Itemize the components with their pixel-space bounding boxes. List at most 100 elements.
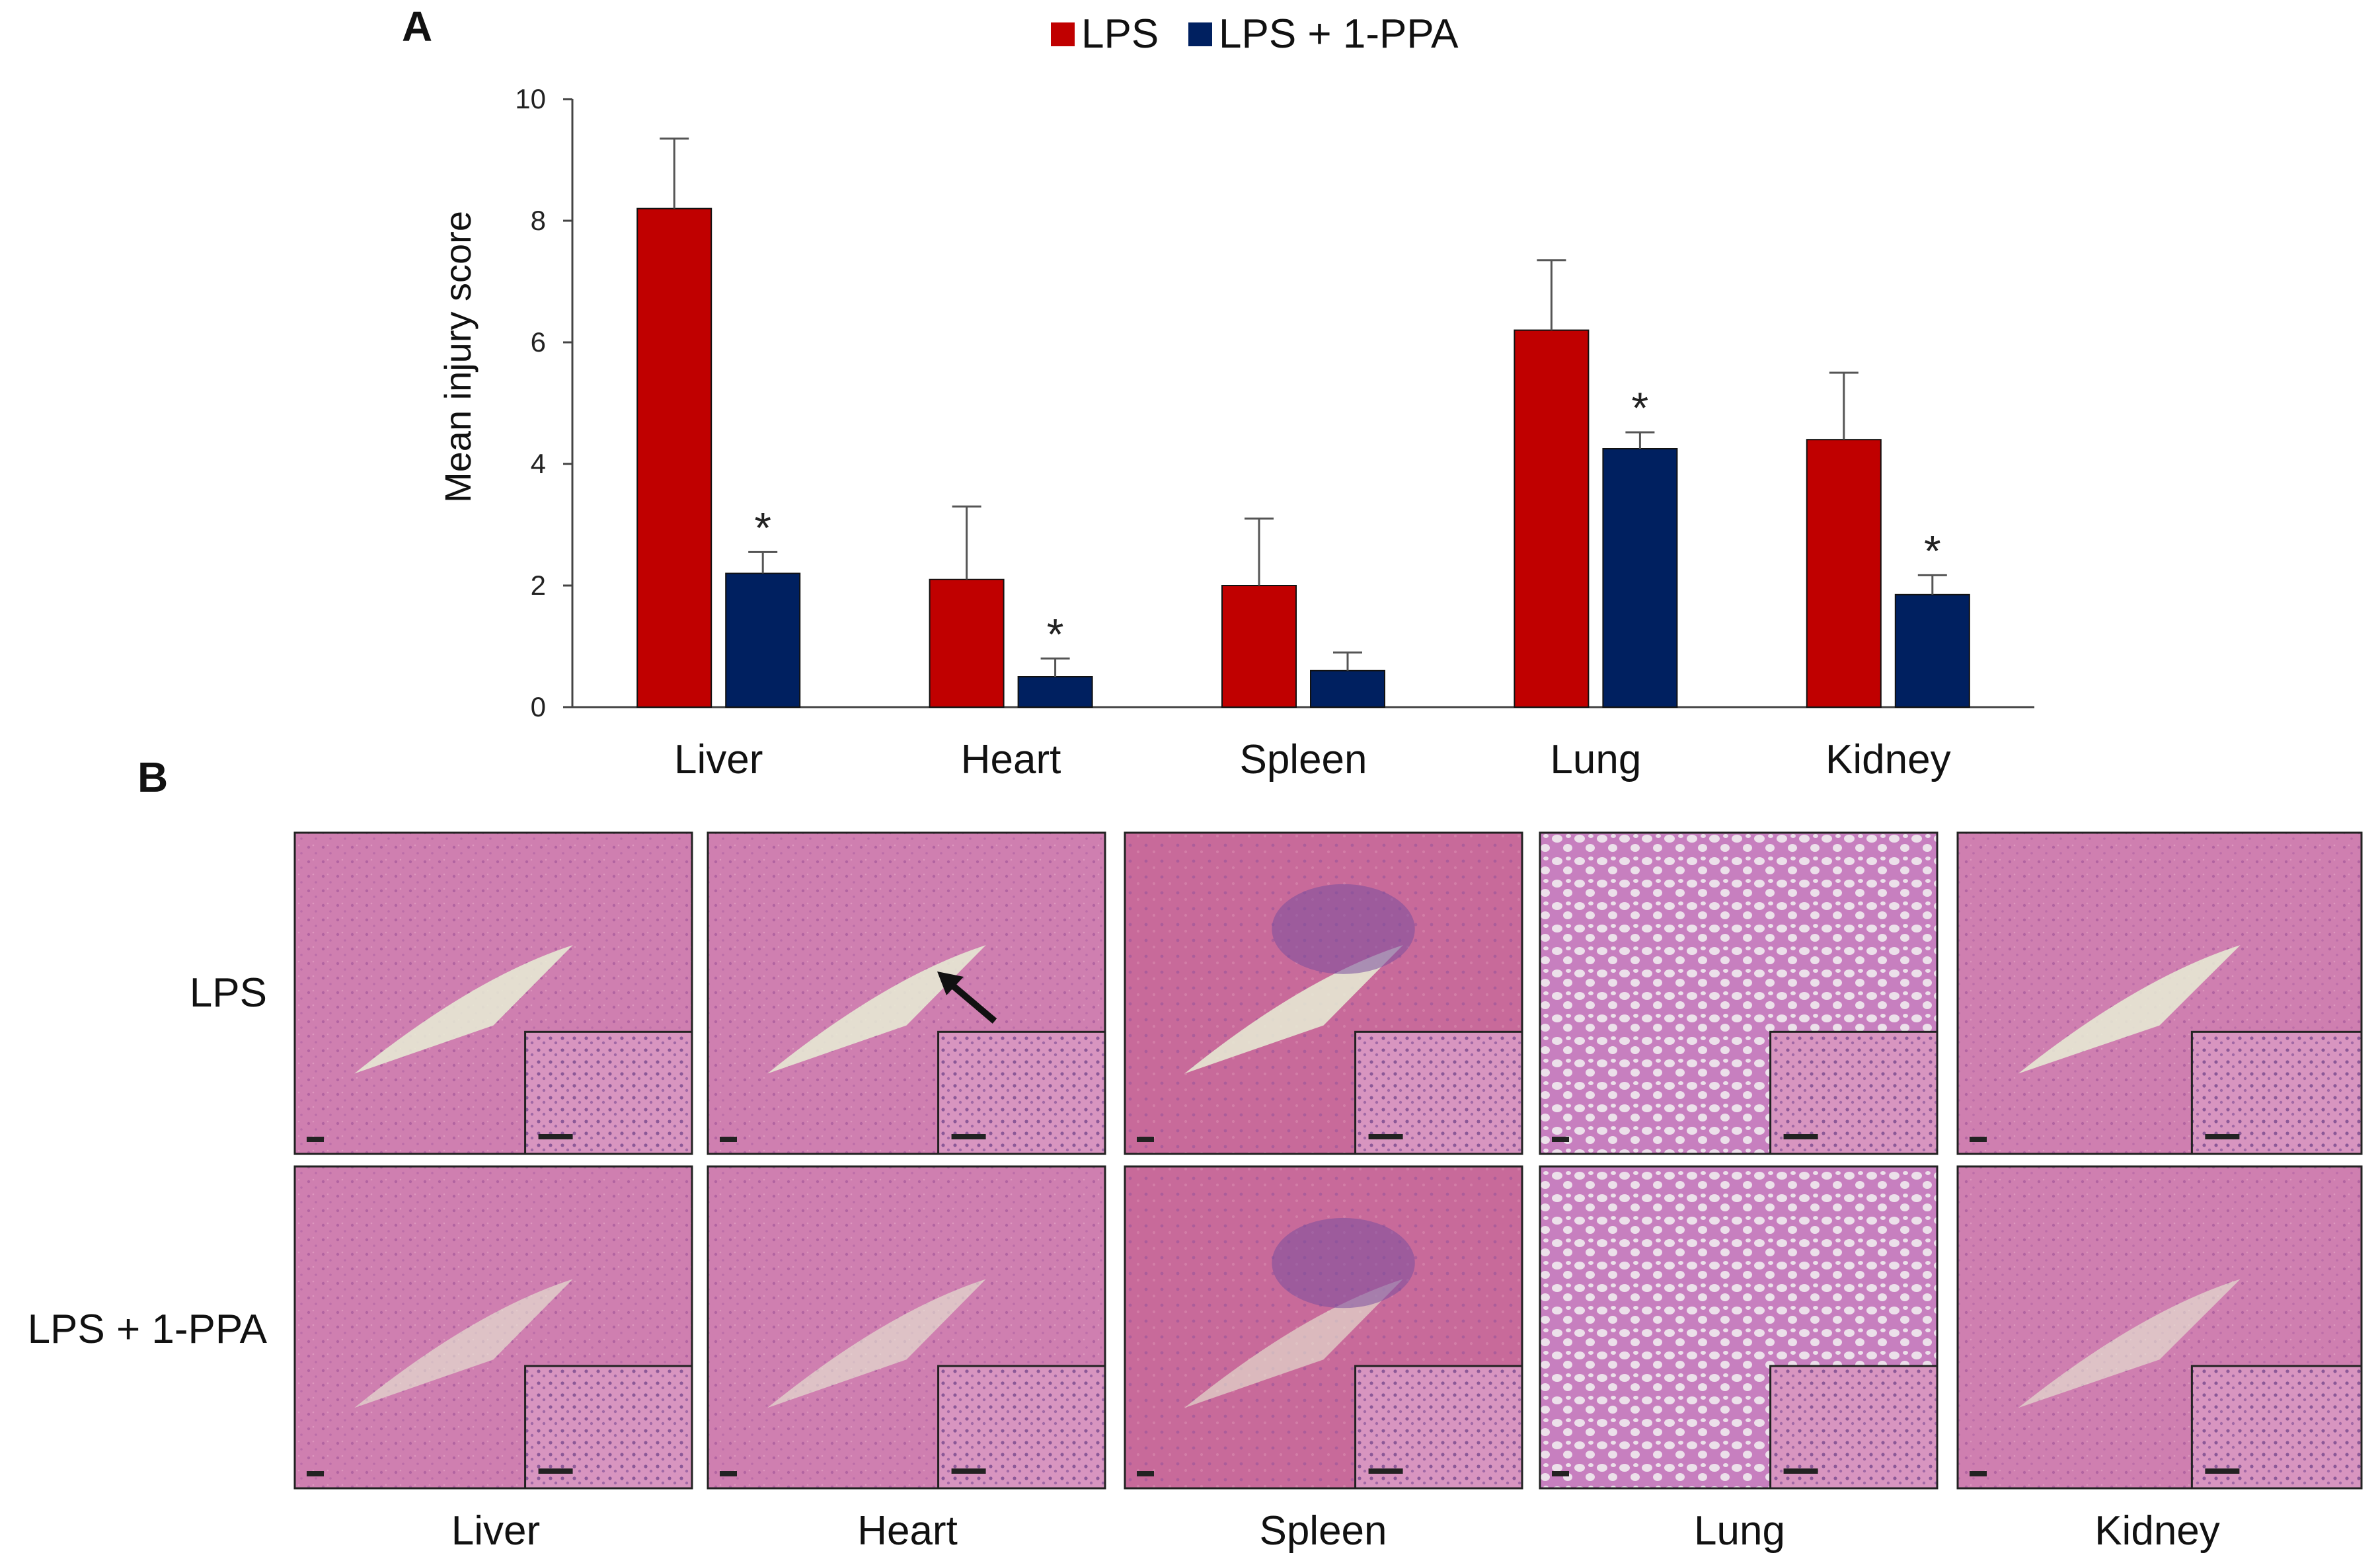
inset-scale-bar [2205,1468,2240,1474]
micrograph-inset [1354,1365,1523,1490]
micrograph-lps-liver [293,831,693,1155]
bar-lps-heart [929,578,1005,708]
micrograph-inset [1769,1365,1939,1490]
y-tick-label: 6 [531,326,546,358]
y-tick-label: 2 [531,570,546,601]
y-tick-label: 8 [531,205,546,236]
tissue-lumen [1184,945,1403,1074]
bar-lps-1ppa-spleen [1310,669,1385,708]
scale-bar [1970,1471,1987,1476]
micrograph-lps-1ppa-heart [707,1165,1106,1490]
micrograph-lps-kidney [1956,831,2363,1155]
bar-lps-1ppa-heart [1017,676,1093,708]
micrograph-inset [524,1030,693,1155]
bar-group-spleen: Spleen [1221,517,1385,782]
y-tick-label: 4 [531,448,546,479]
inset-scale-bar [1783,1134,1818,1139]
tissue-lumen [354,1279,573,1408]
significance-marker: * [754,503,771,552]
tissue-lumen [354,945,573,1074]
scale-bar [720,1471,737,1476]
bar-group-heart: * Heart [929,505,1093,782]
row-label-lps-1ppa: LPS + 1-PPA [28,1307,268,1352]
bar-lps-1ppa-lung [1602,448,1678,708]
inset-scale-bar [1783,1468,1818,1474]
column-label-spleen: Spleen [1259,1508,1387,1554]
micrograph-inset [524,1365,693,1490]
bar-lps-liver [636,208,712,708]
micrograph-lps-1ppa-spleen [1124,1165,1523,1490]
column-label-kidney: Kidney [2094,1508,2220,1554]
micrograph-lps-1ppa-liver [293,1165,693,1490]
bar-lps-kidney [1806,439,1882,708]
inset-scale-bar [538,1468,573,1474]
scale-bar [1137,1137,1154,1142]
micrograph-lps-1ppa-kidney [1956,1165,2363,1490]
inset-scale-bar [1368,1134,1403,1139]
scale-bar [1970,1137,1987,1142]
scale-bar [307,1471,324,1476]
micrograph-inset [1769,1030,1939,1155]
y-axis-label: Mean injury score [437,211,479,503]
tissue-lumen [2018,945,2241,1074]
x-tick-label: Liver [674,737,763,782]
inset-scale-bar [538,1134,573,1139]
bar-lps-lung [1514,329,1590,708]
x-tick-label: Lung [1550,737,1641,782]
tissue-lumen [2018,1279,2241,1408]
bar-lps-spleen [1221,585,1297,708]
micrograph-inset [1354,1030,1523,1155]
significance-marker: * [1047,609,1064,658]
legend-label-lps-1ppa: LPS + 1-PPA [1219,11,1459,57]
tissue-lumen [767,1279,986,1408]
y-tick-label: 10 [515,83,546,114]
column-label-heart: Heart [857,1508,958,1554]
inset-scale-bar [2205,1134,2240,1139]
bar-group-lung: * Lung [1514,259,1678,782]
micrograph-inset [937,1365,1106,1490]
legend-swatch-lps [1051,22,1075,46]
y-tick-label: 0 [531,691,546,722]
scale-bar [1552,1137,1569,1142]
x-tick-label: Spleen [1239,737,1367,782]
arrow-icon [937,971,997,1024]
bar-lps-1ppa-kidney [1894,593,1970,708]
inset-scale-bar [1368,1468,1403,1474]
micrograph-lps-spleen [1124,831,1523,1155]
micrograph-lps-heart [707,831,1106,1155]
panel-label-a: A [402,3,432,50]
y-axis: 0 2 4 6 8 10 [515,83,574,722]
micrograph-lps-1ppa-lung [1539,1165,1939,1490]
inset-scale-bar [951,1134,986,1139]
scale-bar [1552,1471,1569,1476]
significance-marker: * [1924,526,1941,575]
tissue-lumen [767,945,986,1074]
row-label-lps: LPS [190,970,267,1016]
micrograph-inset [2190,1365,2363,1490]
column-label-lung: Lung [1694,1508,1785,1554]
x-tick-label: Heart [961,737,1061,782]
micrograph-grid [293,831,2363,1490]
scale-bar [720,1137,737,1142]
scale-bar [307,1137,324,1142]
chart-legend: LPS LPS + 1-PPA [1051,11,1459,57]
legend-label-lps: LPS [1081,11,1159,57]
micrograph-lps-lung [1539,831,1939,1155]
panel-label-b: B [137,753,168,801]
x-tick-label: Kidney [1825,737,1951,782]
bar-lps-1ppa-liver [725,572,801,708]
micrograph-inset [937,1030,1106,1155]
micrograph-inset [2190,1030,2363,1155]
bar-group-liver: * Liver [636,137,801,782]
bar-group-kidney: * Kidney [1806,371,1970,782]
white-pulp [1272,884,1415,974]
plot-area: * Liver * Heart Spleen * Lung * Kidney [636,137,1970,782]
legend-swatch-lps-1ppa [1188,22,1212,46]
inset-scale-bar [951,1468,986,1474]
scale-bar [1137,1471,1154,1476]
tissue-lumen [1184,1279,1403,1408]
white-pulp [1272,1217,1415,1309]
significance-marker: * [1632,383,1649,432]
column-label-liver: Liver [451,1508,540,1554]
